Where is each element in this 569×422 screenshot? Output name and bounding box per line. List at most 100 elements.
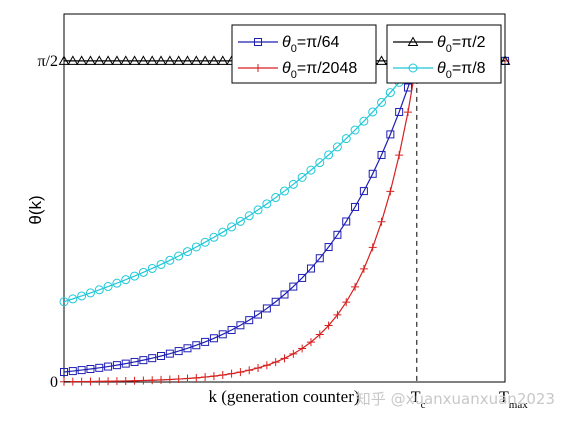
series-1-point-30 [324, 321, 333, 330]
series-3-point-32 [341, 134, 351, 144]
series-1-point-6 [112, 377, 121, 386]
series-2-point-50 [499, 55, 511, 65]
series-1-point-18 [218, 370, 227, 379]
series-0-point-21 [245, 316, 254, 325]
series-1-point-31 [333, 310, 342, 319]
series-0-point-36 [377, 150, 386, 159]
series-2-point-9 [138, 55, 149, 65]
series-3-point-3 [85, 288, 95, 298]
series-0-point-27 [298, 273, 307, 282]
x-tick-label-0: Tc [411, 389, 426, 411]
series-2-point-36 [376, 55, 387, 65]
series-2-point-2 [76, 55, 87, 65]
series-1-point-12 [165, 375, 174, 384]
series-0-point-5 [104, 362, 113, 371]
series-0-point-39 [403, 83, 412, 92]
series-1-point-19 [227, 369, 236, 378]
series-0-point-26 [289, 282, 298, 291]
series-1-point-3 [86, 377, 95, 386]
y-axis-label: θ(k) [26, 195, 45, 224]
series-0-point-22 [254, 310, 263, 319]
series-3-point-31 [332, 142, 342, 152]
series-1-point-15 [192, 373, 201, 382]
series-3-point-20 [235, 216, 245, 226]
series-3-point-23 [262, 199, 272, 209]
series-0-point-14 [183, 344, 192, 353]
series-1-point-32 [342, 298, 351, 307]
series-2-point-3 [85, 55, 96, 65]
series-3-point-15 [191, 242, 201, 252]
series-0-point-3 [86, 365, 95, 374]
series-1-point-24 [271, 358, 280, 367]
series-2-point-14 [182, 55, 193, 65]
series-3-point-36 [377, 97, 387, 107]
series-3-point-27 [297, 172, 307, 182]
series-2-point-18 [217, 55, 229, 65]
series-1-point-14 [183, 374, 192, 383]
legend-marker-1 [254, 64, 262, 72]
series-3-point-18 [218, 227, 228, 237]
series-0-point-18 [218, 330, 227, 339]
series-1-point-39 [403, 108, 412, 117]
series-1-point-13 [174, 375, 183, 384]
legend-label-0: θ0=π/64 [282, 34, 340, 55]
y-tick-label-1: π/2 [37, 53, 58, 70]
series-0-point-11 [157, 352, 166, 361]
series-3-point-34 [359, 116, 369, 126]
legend-box [386, 24, 502, 84]
legend-marker-0 [254, 38, 262, 46]
series-3-point-19 [227, 222, 237, 232]
series-3-point-12 [165, 255, 175, 265]
series-0-point-23 [262, 304, 271, 313]
series-2-point-17 [208, 55, 220, 65]
series-1-point-7 [121, 376, 130, 385]
y-tick-label-0: 0 [50, 374, 58, 391]
series-0-point-34 [359, 187, 368, 196]
series-1-point-9 [139, 376, 148, 385]
series-3-point-8 [130, 271, 140, 281]
series-2-point-7 [120, 55, 132, 65]
series-1-point-27 [298, 344, 307, 353]
series-0-point-17 [209, 334, 218, 343]
series-3-point-14 [182, 247, 192, 257]
legend-top-center: θ0=π/64 θ0=π/2048 [231, 24, 377, 84]
series-3-point-37 [385, 88, 395, 98]
series-3-point-30 [324, 150, 334, 160]
series-2-point-8 [129, 55, 140, 65]
series-0-point-9 [139, 356, 148, 365]
series-3-point-4 [94, 285, 104, 295]
series-2-point-10 [146, 55, 158, 65]
series-0-point-12 [165, 349, 174, 358]
series-2-point-16 [199, 55, 211, 65]
series-0-point-8 [130, 357, 139, 366]
watermark: 知乎 @xuanxuanxuan2023 [356, 390, 555, 408]
legend-marker-3 [408, 63, 418, 73]
series-2-point-6 [111, 55, 123, 65]
series-2-point-4 [93, 55, 105, 65]
series-3-point-22 [253, 205, 263, 215]
legend-top-right: θ0=π/2 θ0=π/8 [386, 24, 502, 84]
series-1-point-38 [395, 151, 404, 160]
legend-label-2: θ0=π/2 [437, 34, 486, 55]
series-1-point-11 [157, 375, 166, 384]
series-3-point-24 [271, 193, 281, 203]
series-0-point-1 [68, 367, 77, 376]
series-0-point-24 [271, 297, 280, 306]
series-3-point-29 [315, 158, 325, 168]
series-2-point-12 [164, 55, 176, 65]
series-0-point-30 [324, 243, 333, 252]
series-1-point-22 [254, 363, 263, 372]
series-3-point-10 [147, 263, 157, 273]
series-0-point-20 [236, 321, 245, 330]
series-1-point-36 [377, 217, 386, 226]
series-3-point-5 [103, 282, 113, 292]
series-0-point-29 [315, 254, 324, 263]
series-3-point-9 [138, 267, 148, 277]
series-3-point-6 [112, 278, 122, 288]
series-0-point-37 [386, 130, 395, 139]
series-3-point-26 [288, 179, 298, 189]
series-1-point-17 [209, 372, 218, 381]
series-3-point-16 [200, 237, 210, 247]
series-1-point-26 [289, 349, 298, 358]
series-2-point-1 [67, 55, 79, 65]
